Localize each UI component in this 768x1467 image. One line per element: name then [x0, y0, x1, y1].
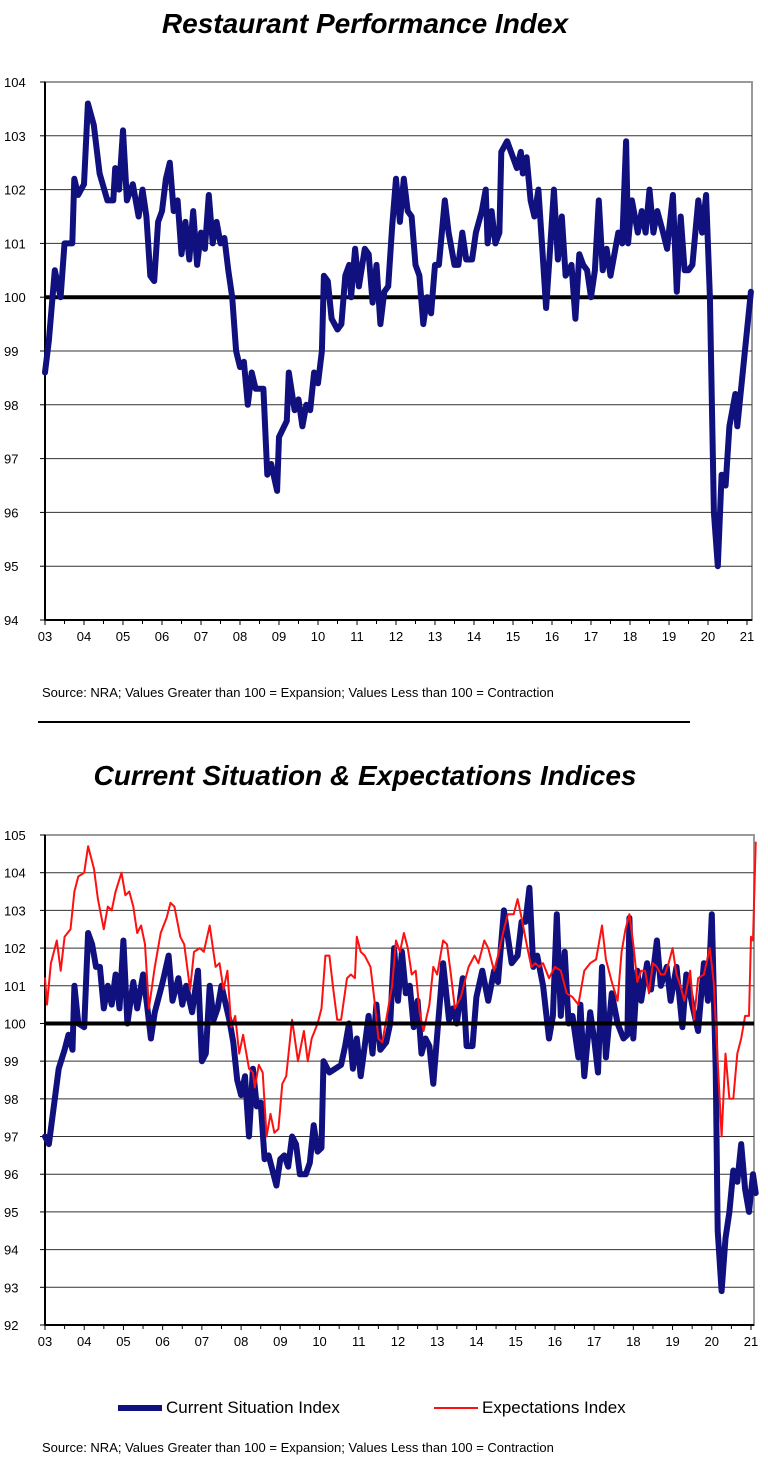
y-tick-label: 95 [4, 1205, 18, 1220]
y-tick-label: 105 [4, 828, 26, 843]
y-tick-label: 102 [4, 183, 26, 198]
series-line-rpi [42, 100, 754, 570]
x-tick-label: 03 [38, 629, 52, 644]
y-tick-label: 93 [4, 1280, 18, 1295]
x-tick-label: 14 [469, 1334, 483, 1349]
series-line-current-situation-index [42, 884, 759, 1295]
x-tick-label: 19 [665, 1334, 679, 1349]
x-tick-label: 17 [584, 629, 598, 644]
source-note-indices: Source: NRA; Values Greater than 100 = E… [42, 1440, 554, 1455]
x-tick-label: 08 [234, 1334, 248, 1349]
x-tick-label: 21 [740, 629, 754, 644]
x-tick-label: 03 [38, 1334, 52, 1349]
y-tick-label: 92 [4, 1318, 18, 1333]
x-tick-label: 16 [548, 1334, 562, 1349]
x-tick-label: 09 [273, 1334, 287, 1349]
x-tick-label: 21 [744, 1334, 758, 1349]
x-tick-label: 04 [77, 629, 91, 644]
y-tick-label: 100 [4, 290, 26, 305]
y-tick-label: 94 [4, 613, 18, 628]
legend-swatch-current [118, 1405, 162, 1411]
x-tick-label: 16 [545, 629, 559, 644]
x-tick-label: 05 [116, 1334, 130, 1349]
y-tick-label: 100 [4, 1016, 26, 1031]
x-tick-label: 11 [350, 629, 364, 644]
series-line-expectations-index [44, 841, 757, 1138]
legend-swatch-expectations [434, 1407, 478, 1409]
y-tick-label: 99 [4, 344, 18, 359]
x-tick-label: 06 [155, 629, 169, 644]
y-tick-label: 104 [4, 866, 26, 881]
x-tick-label: 09 [272, 629, 286, 644]
section-divider [38, 721, 690, 723]
y-tick-label: 101 [4, 979, 26, 994]
x-tick-label: 07 [194, 629, 208, 644]
legend-item-expectations: Expectations Index [434, 1398, 626, 1418]
x-tick-label: 04 [77, 1334, 91, 1349]
x-tick-label: 05 [116, 629, 130, 644]
x-tick-label: 20 [705, 1334, 719, 1349]
x-tick-label: 10 [312, 1334, 326, 1349]
x-tick-label: 11 [352, 1334, 366, 1349]
y-tick-label: 103 [4, 129, 26, 144]
y-tick-label: 99 [4, 1054, 18, 1069]
x-tick-label: 06 [155, 1334, 169, 1349]
x-tick-label: 07 [195, 1334, 209, 1349]
y-tick-label: 96 [4, 1167, 18, 1182]
y-tick-label: 95 [4, 559, 18, 574]
y-tick-label: 101 [4, 236, 26, 251]
x-tick-label: 15 [508, 1334, 522, 1349]
x-tick-label: 19 [662, 629, 676, 644]
y-tick-label: 97 [4, 1130, 18, 1145]
y-tick-label: 102 [4, 941, 26, 956]
x-tick-label: 08 [233, 629, 247, 644]
legend-label-expectations: Expectations Index [482, 1398, 626, 1417]
y-tick-label: 96 [4, 505, 18, 520]
x-tick-label: 20 [701, 629, 715, 644]
y-tick-label: 104 [4, 75, 26, 90]
plot-frame [44, 834, 755, 1326]
x-tick-label: 17 [587, 1334, 601, 1349]
x-tick-label: 12 [389, 629, 403, 644]
x-tick-label: 18 [626, 1334, 640, 1349]
x-tick-label: 15 [506, 629, 520, 644]
x-tick-label: 18 [623, 629, 637, 644]
y-tick-label: 98 [4, 1092, 18, 1107]
x-tick-label: 10 [311, 629, 325, 644]
y-tick-label: 94 [4, 1243, 18, 1258]
y-tick-label: 103 [4, 903, 26, 918]
legend-label-current: Current Situation Index [166, 1398, 340, 1417]
source-note-rpi: Source: NRA; Values Greater than 100 = E… [42, 685, 554, 700]
x-tick-label: 13 [428, 629, 442, 644]
chart-title-indices: Current Situation & Expectations Indices [93, 760, 637, 791]
legend-item-current: Current Situation Index [118, 1398, 340, 1418]
x-tick-label: 13 [430, 1334, 444, 1349]
y-tick-label: 97 [4, 452, 18, 467]
x-tick-label: 12 [391, 1334, 405, 1349]
x-tick-label: 14 [467, 629, 481, 644]
chart-title-rpi: Restaurant Performance Index [161, 8, 569, 39]
y-tick-label: 98 [4, 398, 18, 413]
